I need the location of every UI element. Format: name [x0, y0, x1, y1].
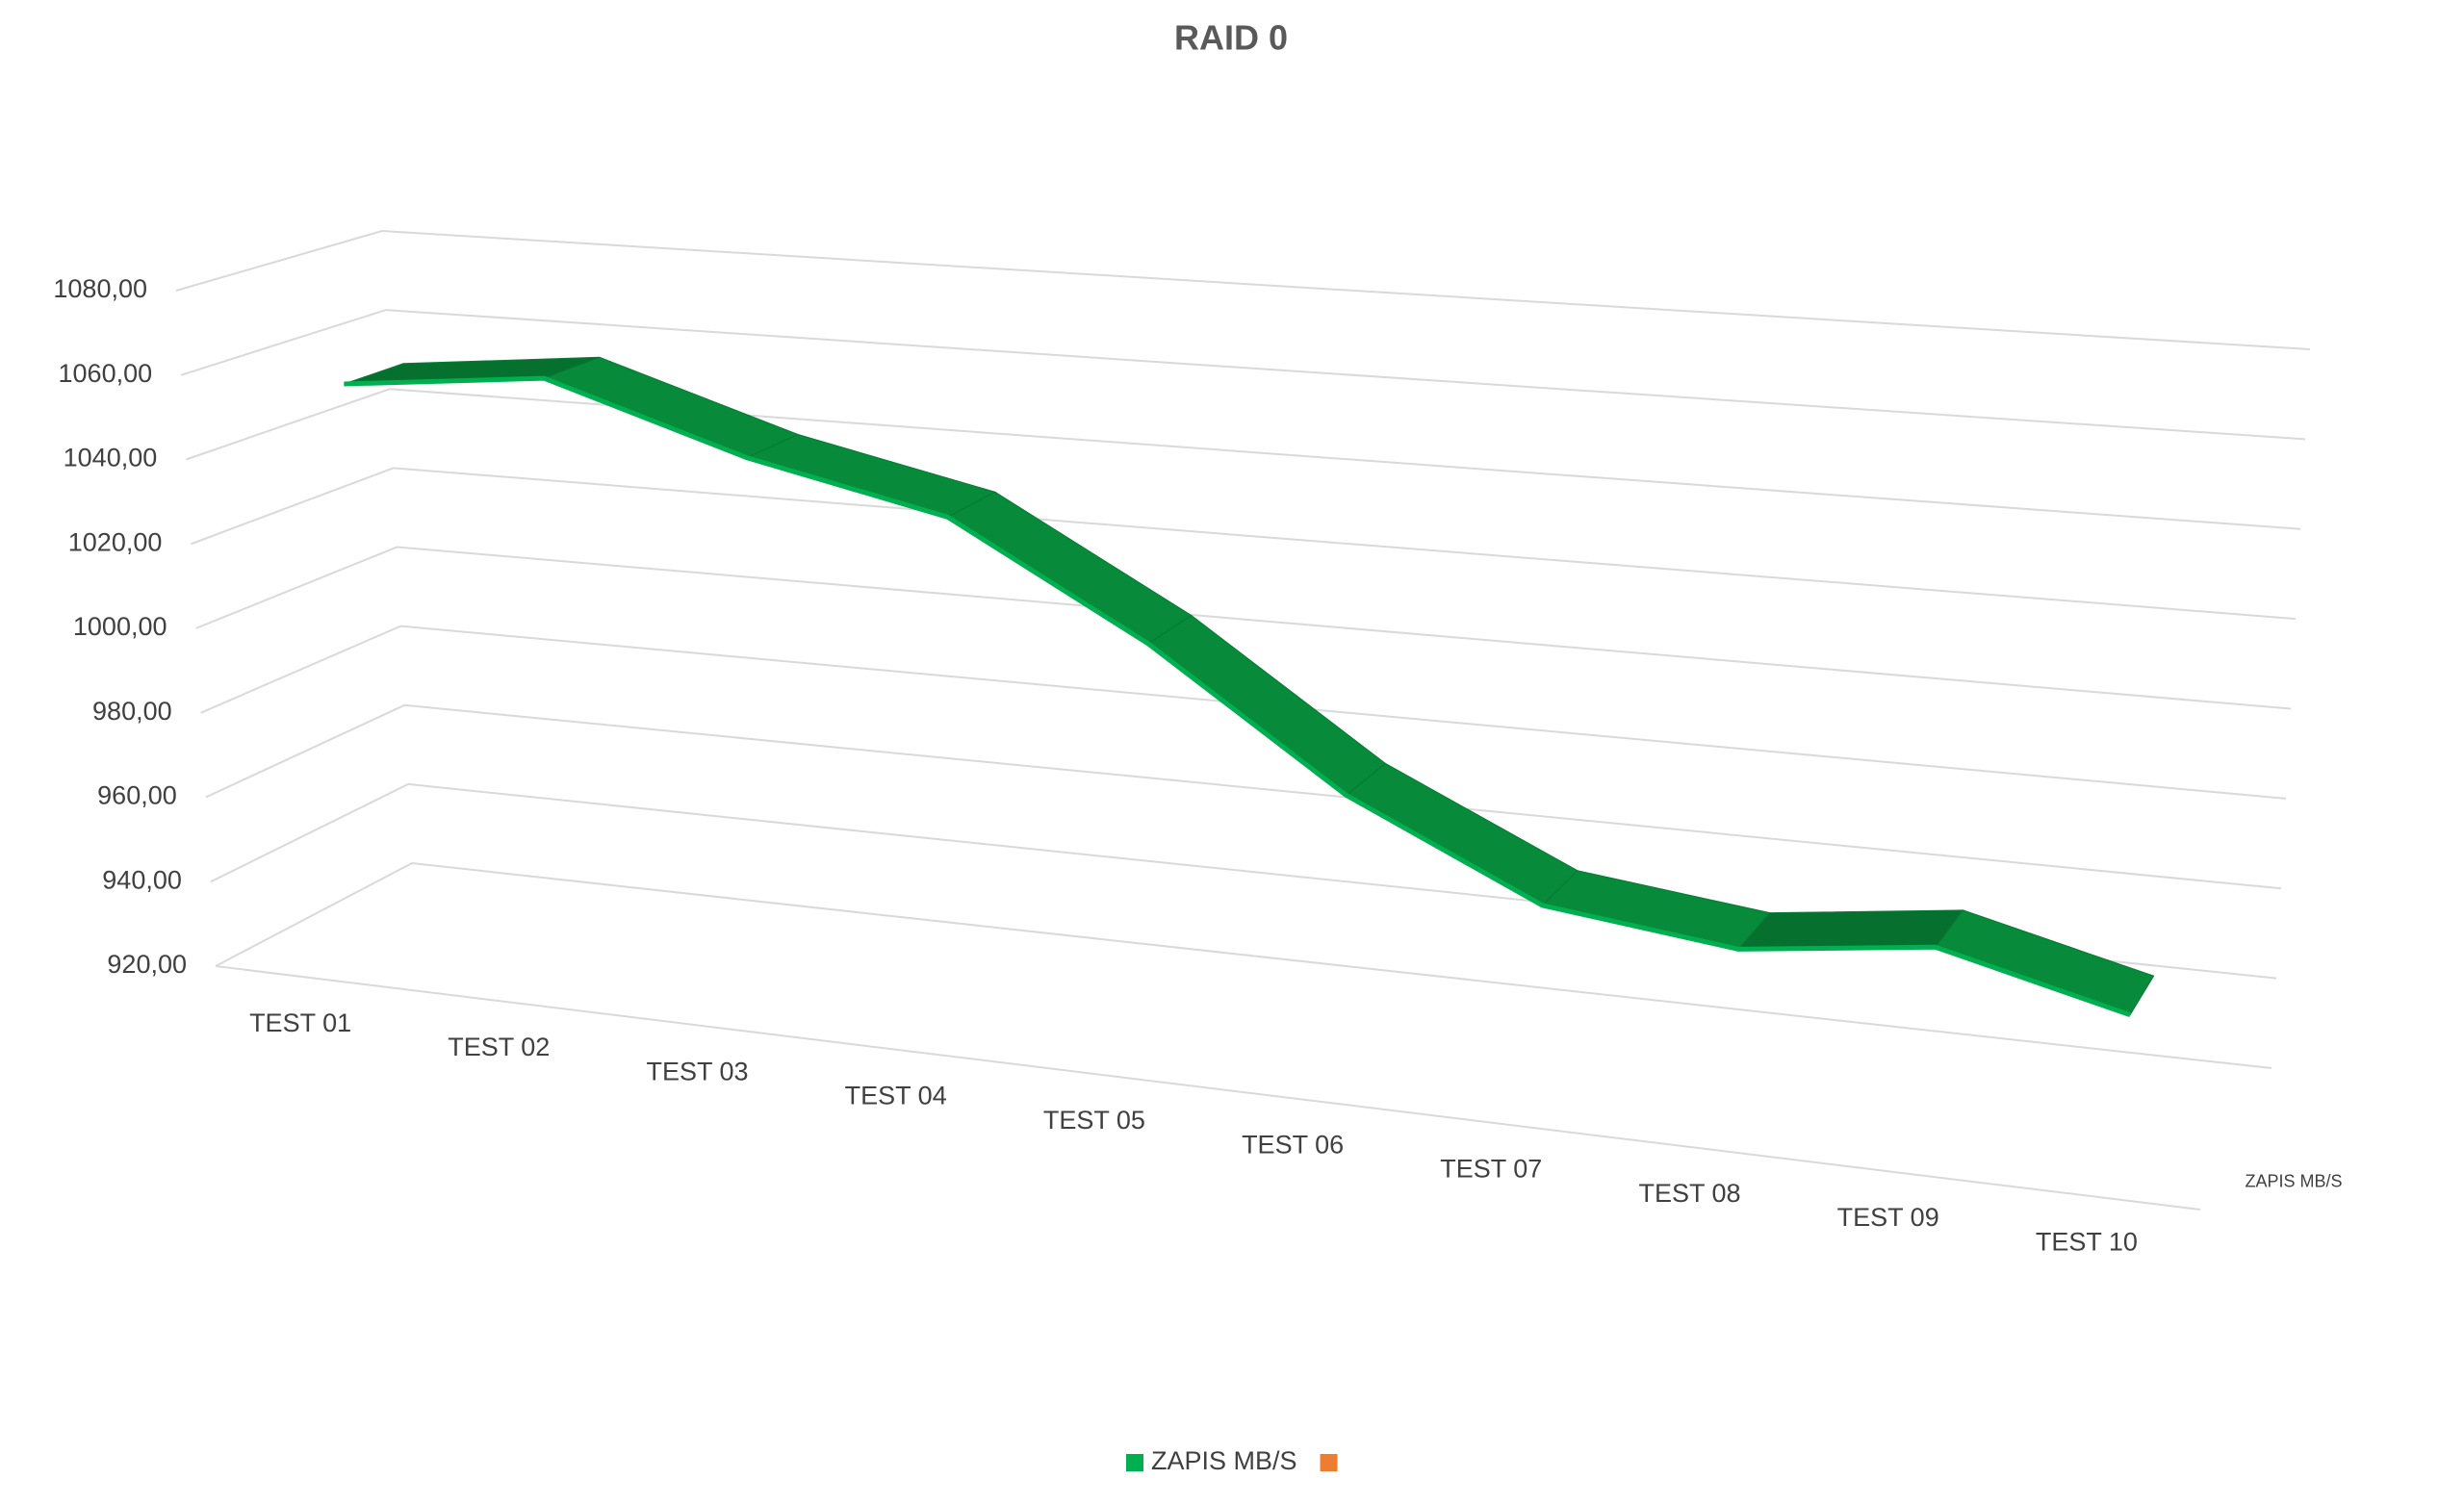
grid-line — [191, 467, 2297, 621]
grid-line — [195, 546, 2292, 710]
x-tick-label: TEST 05 — [1043, 1106, 1145, 1135]
y-tick-label: 1080,00 — [53, 274, 147, 303]
grid-line — [180, 309, 2306, 441]
grid-line — [205, 703, 2282, 890]
grid-line — [215, 861, 2272, 1069]
x-tick-label: TEST 06 — [1242, 1130, 1344, 1159]
x-tick-label: TEST 01 — [249, 1008, 351, 1037]
x-tick-label: TEST 07 — [1440, 1155, 1542, 1184]
y-tick-label: 980,00 — [92, 697, 172, 726]
x-tick-label: TEST 08 — [1638, 1179, 1740, 1208]
ribbon-segment — [1737, 909, 1964, 950]
x-axis-line — [215, 965, 2201, 1211]
legend-label: ZAPIS MB/S — [1151, 1446, 1297, 1475]
legend-swatch — [1320, 1454, 1338, 1471]
grid-line — [185, 388, 2301, 530]
depth-axis-label: ZAPIS MB/S — [2245, 1171, 2342, 1190]
grid-line — [175, 229, 2311, 350]
series-line — [344, 375, 2131, 1018]
x-tick-label: TEST 03 — [646, 1057, 748, 1085]
x-tick-label: TEST 04 — [845, 1082, 947, 1110]
x-tick-label: TEST 10 — [2036, 1227, 2138, 1256]
x-tick-label: TEST 02 — [448, 1033, 550, 1061]
y-tick-label: 940,00 — [102, 865, 182, 894]
y-tick-label: 1000,00 — [73, 612, 167, 641]
x-tick-label: TEST 09 — [1837, 1203, 1939, 1232]
y-tick-label: 920,00 — [107, 950, 187, 979]
y-tick-label: 1040,00 — [64, 444, 158, 472]
y-tick-label: 960,00 — [97, 781, 177, 810]
grid-line — [200, 625, 2287, 800]
y-tick-label: 1060,00 — [59, 359, 153, 388]
legend-swatch — [1126, 1454, 1143, 1471]
y-tick-label: 1020,00 — [68, 527, 163, 556]
chart-title: RAID 0 — [1174, 18, 1288, 58]
